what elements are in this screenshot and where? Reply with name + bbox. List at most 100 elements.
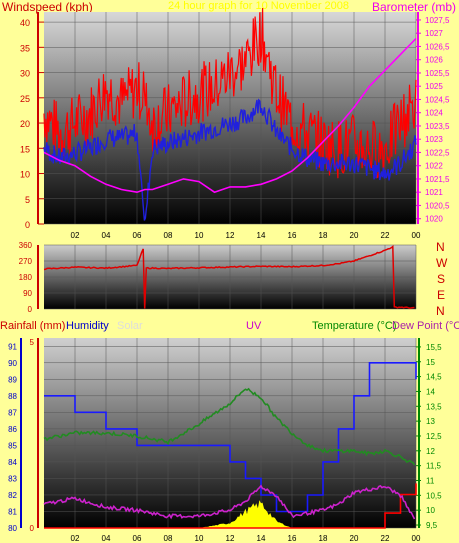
baro-ytick-label: 1025 — [425, 82, 443, 91]
windspeed-axis-title: Windspeed (kph) — [2, 0, 93, 14]
rainfall-series — [44, 483, 417, 529]
temp-ytick-label: 9,5 — [426, 521, 438, 530]
wind-ytick-label: 15 — [20, 144, 30, 154]
bottom-x-tick-label: 08 — [164, 534, 173, 543]
x-tick-label: 06 — [133, 231, 142, 240]
bottom-x-tick-label: 18 — [319, 534, 328, 543]
baro-ytick-label: 1025,5 — [425, 69, 450, 78]
bottom-x-tick-label: 04 — [102, 534, 111, 543]
bottom-x-tick-label: 22 — [381, 534, 390, 543]
wind-ytick-label: 35 — [20, 43, 30, 53]
compass-label-e: E — [437, 288, 446, 302]
temp-ytick-label: 11 — [426, 477, 435, 486]
temp-ytick-label: 10 — [426, 506, 435, 515]
wind-ytick-label: 30 — [20, 69, 30, 79]
dewpoint-series — [43, 484, 416, 520]
humidity-ytick-label: 85 — [8, 441, 17, 450]
temp-ytick-label: 12 — [426, 447, 435, 456]
wind-ytick-label: 0 — [25, 220, 30, 230]
bottom-x-tick-label: 20 — [350, 534, 359, 543]
humidity-ytick-label: 83 — [8, 474, 17, 483]
dir-ytick-label: 90 — [23, 289, 32, 298]
uv-axis-title: UV — [246, 320, 262, 332]
bottom-x-tick-label: 10 — [195, 534, 204, 543]
wind-ytick-label: 25 — [20, 94, 30, 104]
wind-gust-series — [43, 7, 417, 179]
wind-ytick-label: 20 — [20, 119, 30, 129]
compass-label-w: W — [436, 256, 448, 270]
barometer-axis-title: Barometer (mb) — [372, 0, 457, 14]
humidity-ytick-label: 81 — [8, 507, 17, 516]
x-tick-label: 16 — [288, 231, 297, 240]
x-tick-label: 00 — [412, 231, 421, 240]
wind-ytick-label: 40 — [20, 18, 30, 28]
x-tick-label: 20 — [350, 231, 359, 240]
dewpoint-axis-title: Dew Point (°C) — [392, 320, 459, 332]
humidity-ytick-label: 91 — [8, 342, 17, 351]
compass-label-n-bottom: N — [436, 304, 445, 318]
bottom-x-tick-label: 06 — [133, 534, 142, 543]
baro-ytick-label: 1021,5 — [425, 175, 450, 184]
wind-direction-series — [43, 244, 415, 309]
baro-ytick-label: 1024,5 — [425, 95, 450, 104]
humidity-ytick-label: 89 — [8, 375, 17, 384]
solar-axis-title: Solar — [117, 320, 143, 332]
temp-ytick-label: 15 — [426, 358, 435, 367]
temp-ytick-label: 12,5 — [426, 432, 442, 441]
compass-label-s: S — [437, 272, 446, 286]
bottom-x-tick-label: 16 — [288, 534, 297, 543]
baro-ytick-label: 1026,5 — [425, 42, 450, 51]
bottom-x-tick-label: 00 — [412, 534, 421, 543]
temperature-series — [43, 387, 416, 466]
baro-ytick-label: 1026 — [425, 56, 443, 65]
bottom-x-tick-label: 12 — [226, 534, 235, 543]
dir-ytick-label: 270 — [19, 257, 33, 266]
rain-ytick-label: 5 — [30, 338, 35, 347]
wind-direction-chart: 360 270 180 90 0 — [19, 241, 417, 314]
rainfall-axis-title: Rainfall (mm) — [0, 320, 66, 332]
temp-ytick-label: 13 — [426, 417, 435, 426]
baro-ytick-label: 1023 — [425, 135, 443, 144]
temp-ytick-label: 13,5 — [426, 402, 442, 411]
rain-ytick-label: 0 — [30, 524, 35, 533]
x-tick-label: 18 — [319, 231, 328, 240]
baro-ytick-label: 1027,5 — [425, 16, 450, 25]
humidity-ytick-label: 88 — [8, 392, 17, 401]
temp-ytick-label: 11,5 — [426, 462, 442, 471]
x-tick-label: 08 — [164, 231, 173, 240]
dir-ytick-label: 360 — [19, 241, 33, 250]
dir-ytick-label: 0 — [28, 305, 33, 314]
baro-ytick-label: 1020,5 — [425, 201, 450, 210]
baro-ytick-label: 1027 — [425, 29, 443, 38]
humidity-ytick-label: 87 — [8, 408, 17, 417]
compass-label-n-top: N — [436, 240, 445, 254]
baro-ytick-label: 1024 — [425, 109, 443, 118]
temp-ytick-label: 14,5 — [426, 373, 442, 382]
humidity-ytick-label: 84 — [8, 458, 17, 467]
dir-ytick-label: 180 — [19, 273, 33, 282]
temp-ytick-label: 14 — [426, 387, 435, 396]
humidity-ytick-label: 80 — [8, 524, 17, 533]
humidity-temperature-chart: 80 81 82 83 84 85 86 87 88 89 90 91 0 5 9,5 10 10,5 11 1… — [8, 338, 442, 543]
x-tick-label: 04 — [102, 231, 111, 240]
x-tick-label: 22 — [381, 231, 390, 240]
temp-ytick-label: 15,5 — [426, 343, 442, 352]
wind-average-series — [43, 98, 417, 221]
temp-ytick-label: 10,5 — [426, 491, 442, 500]
baro-ytick-label: 1020 — [425, 215, 443, 224]
baro-ytick-label: 1022 — [425, 162, 443, 171]
wind-ytick-label: 10 — [20, 170, 30, 180]
bottom-x-tick-label: 02 — [71, 534, 80, 543]
x-tick-label: 12 — [226, 231, 235, 240]
humidity-ytick-label: 82 — [8, 491, 17, 500]
chart-title: 24 hour graph for 10 November 2008 — [168, 0, 350, 12]
temperature-axis-title: Temperature (°C) — [312, 320, 397, 332]
humidity-ytick-label: 90 — [8, 359, 17, 368]
baro-ytick-label: 1022,5 — [425, 148, 450, 157]
x-tick-label: 02 — [71, 231, 80, 240]
x-tick-label: 10 — [195, 231, 204, 240]
barometer-series — [43, 37, 417, 194]
wind-ytick-label: 5 — [25, 195, 30, 205]
baro-ytick-label: 1021 — [425, 188, 443, 197]
